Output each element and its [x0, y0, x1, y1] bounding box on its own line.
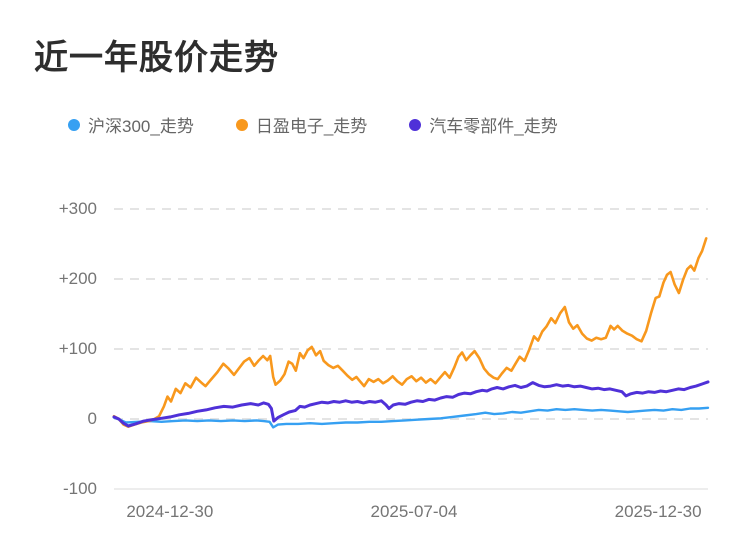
legend-dot-icon: [235, 118, 248, 131]
y-axis-tick-label: 0: [87, 409, 97, 428]
chart-title: 近一年股价走势: [34, 39, 279, 77]
x-axis-tick-label: 2025-07-04: [370, 502, 458, 521]
y-axis-tick-label: +300: [58, 199, 97, 218]
x-axis-tick-label: 2025-12-30: [614, 502, 702, 521]
line-series-0: [112, 406, 710, 429]
y-axis-tick-label: -100: [62, 479, 97, 498]
line-series-1: [112, 237, 708, 429]
legend-label-riying: 日盈电子_走势: [255, 117, 368, 136]
line-series-2: [112, 380, 710, 428]
legend-item-hs300[interactable]: 沪深300_走势: [68, 112, 194, 137]
legend-dot-icon: [409, 118, 422, 131]
legend-dot-icon: [68, 118, 80, 131]
legend-label-autoparts: 汽车零部件_走势: [429, 117, 558, 136]
legend-item-autoparts[interactable]: 汽车零部件_走势: [409, 112, 558, 137]
chart-legend: 沪深300_走势 日盈电子_走势 汽车零部件_走势: [68, 112, 558, 137]
legend-item-riying[interactable]: 日盈电子_走势: [235, 112, 368, 137]
y-axis-tick-label: +200: [58, 269, 97, 288]
x-axis-tick-label: 2024-12-30: [126, 502, 214, 521]
legend-label-hs300: 沪深300_走势: [88, 117, 194, 136]
y-axis-tick-label: +100: [58, 339, 97, 358]
